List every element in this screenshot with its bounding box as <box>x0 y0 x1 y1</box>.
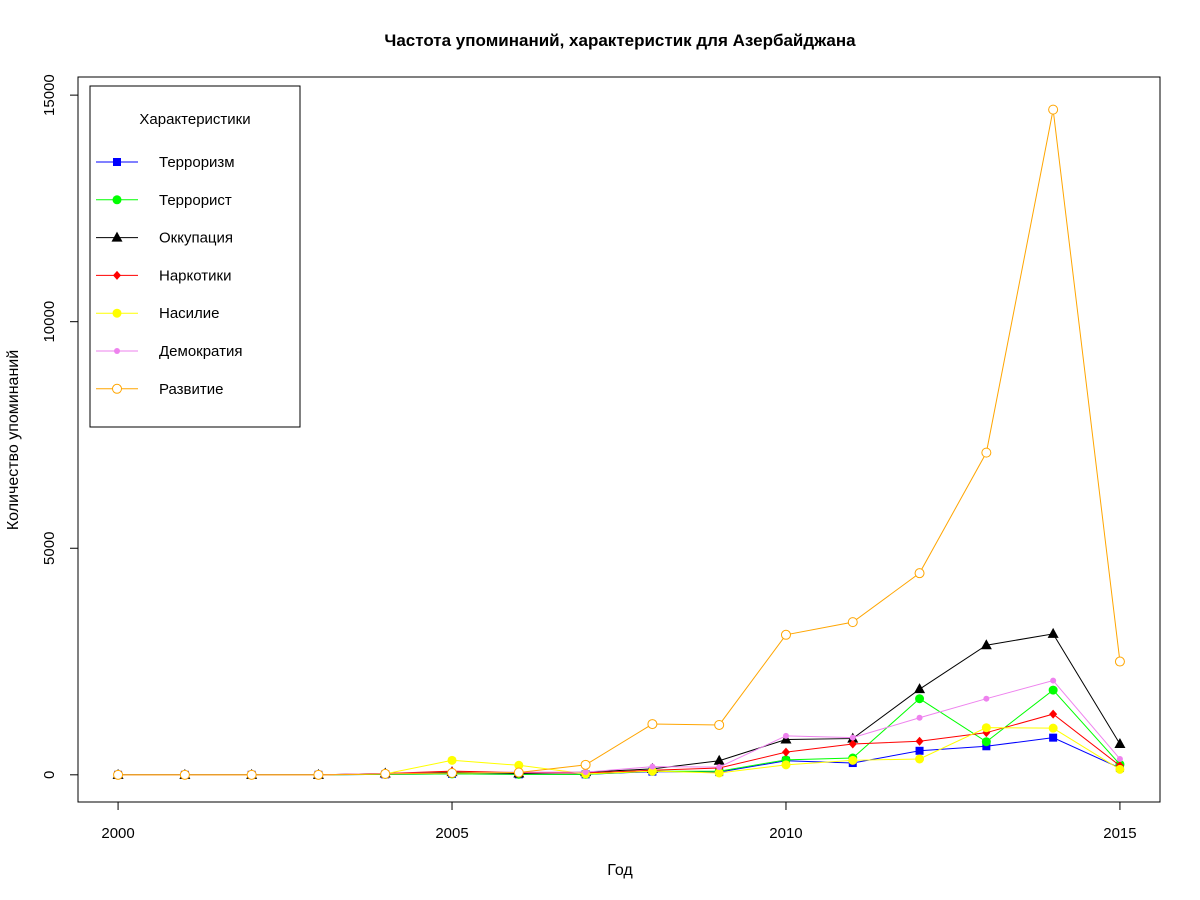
data-point <box>513 767 524 778</box>
x-tick-label: 2000 <box>101 825 134 842</box>
data-point <box>647 719 658 730</box>
legend-label: Терроризм <box>159 154 235 171</box>
data-point <box>1049 709 1058 719</box>
legend-label: Демократия <box>159 343 242 360</box>
x-axis-label: Год <box>607 862 633 879</box>
y-axis: 0 5000 10000 15000 <box>41 74 79 779</box>
series-line <box>118 689 1121 776</box>
data-point <box>981 737 991 747</box>
legend-item: Насилие <box>96 305 220 322</box>
data-point <box>179 769 190 780</box>
data-point <box>983 695 990 702</box>
series-group <box>113 685 1125 780</box>
y-tick-label: 15000 <box>41 74 58 116</box>
data-point <box>915 736 924 746</box>
legend-swatch-marker <box>112 308 122 318</box>
legend-label: Развитие <box>159 381 224 398</box>
x-axis: 2000 2005 2010 2015 <box>101 801 1137 842</box>
x-tick-label: 2005 <box>435 825 468 842</box>
x-tick-label: 2010 <box>769 825 802 842</box>
data-point <box>1049 733 1058 742</box>
data-point <box>1048 723 1058 733</box>
legend-swatch-marker <box>111 231 123 242</box>
data-point <box>380 768 391 779</box>
data-point <box>1048 685 1058 695</box>
series-group <box>112 627 1126 779</box>
chart-title: Частота упоминаний, характеристик для Аз… <box>384 31 856 50</box>
data-point <box>313 769 324 780</box>
data-point <box>848 739 857 749</box>
data-point <box>982 742 991 751</box>
data-point <box>914 568 925 579</box>
legend-box <box>89 85 301 428</box>
data-point <box>781 747 790 757</box>
series-layer <box>112 104 1126 780</box>
data-point <box>915 754 925 764</box>
data-point <box>714 768 724 778</box>
legend-label: Террорист <box>159 192 232 209</box>
legend-label: Насилие <box>159 305 220 322</box>
series-line <box>118 679 1121 776</box>
data-point <box>914 683 926 694</box>
data-point <box>915 746 924 755</box>
legend-items: Терроризм Террорист Оккупация Наркотики Наси… <box>96 154 242 398</box>
data-point <box>447 755 457 765</box>
data-point <box>1050 677 1057 684</box>
data-point <box>981 723 991 733</box>
y-tick-label: 10000 <box>41 301 58 343</box>
legend-label: Наркотики <box>159 267 231 284</box>
series-line <box>118 633 1121 776</box>
legend-item: Террорист <box>96 192 232 209</box>
data-point <box>1114 656 1125 667</box>
data-point <box>781 760 791 770</box>
legend-swatch-marker <box>112 195 122 205</box>
data-point <box>1047 627 1059 638</box>
legend-item: Оккупация <box>96 230 233 247</box>
legend-title: Характеристики <box>139 111 250 128</box>
data-point <box>649 763 656 770</box>
data-point <box>1048 104 1059 115</box>
series-line <box>118 109 1121 776</box>
data-point <box>514 760 524 770</box>
data-point <box>848 755 858 765</box>
data-point <box>849 734 856 741</box>
data-point <box>713 754 725 765</box>
x-tick-label: 2015 <box>1103 825 1136 842</box>
y-tick-label: 5000 <box>41 532 58 565</box>
data-point <box>915 694 925 704</box>
data-point <box>1115 764 1125 774</box>
legend-swatch-marker <box>113 158 121 166</box>
legend-swatch-marker <box>114 348 120 354</box>
data-point <box>782 732 789 739</box>
legend-item: Наркотики <box>96 267 231 284</box>
data-point <box>647 766 657 776</box>
legend-item: Демократия <box>96 343 242 360</box>
legend-swatch-marker <box>112 383 122 394</box>
legend-item: Развитие <box>96 381 224 398</box>
data-point <box>1116 755 1123 762</box>
series-group <box>113 104 1125 780</box>
data-point <box>580 759 591 770</box>
data-point <box>980 639 992 650</box>
data-point <box>847 617 858 628</box>
legend: Характеристики Терроризм Террорист Оккупац… <box>89 85 301 428</box>
data-point <box>716 764 723 771</box>
data-point <box>113 769 124 780</box>
data-point <box>246 769 257 780</box>
data-point <box>714 719 725 730</box>
data-point <box>916 714 923 721</box>
legend-swatch-marker <box>113 270 121 280</box>
data-point <box>582 769 589 776</box>
legend-item: Терроризм <box>96 154 235 171</box>
data-point <box>780 629 791 640</box>
series-group <box>115 677 1123 778</box>
data-point <box>447 768 458 778</box>
data-point <box>981 447 992 458</box>
y-tick-label: 0 <box>41 771 58 779</box>
legend-label: Оккупация <box>159 230 233 247</box>
data-point <box>1114 738 1126 748</box>
y-axis-label: Количество упоминаний <box>5 350 22 530</box>
